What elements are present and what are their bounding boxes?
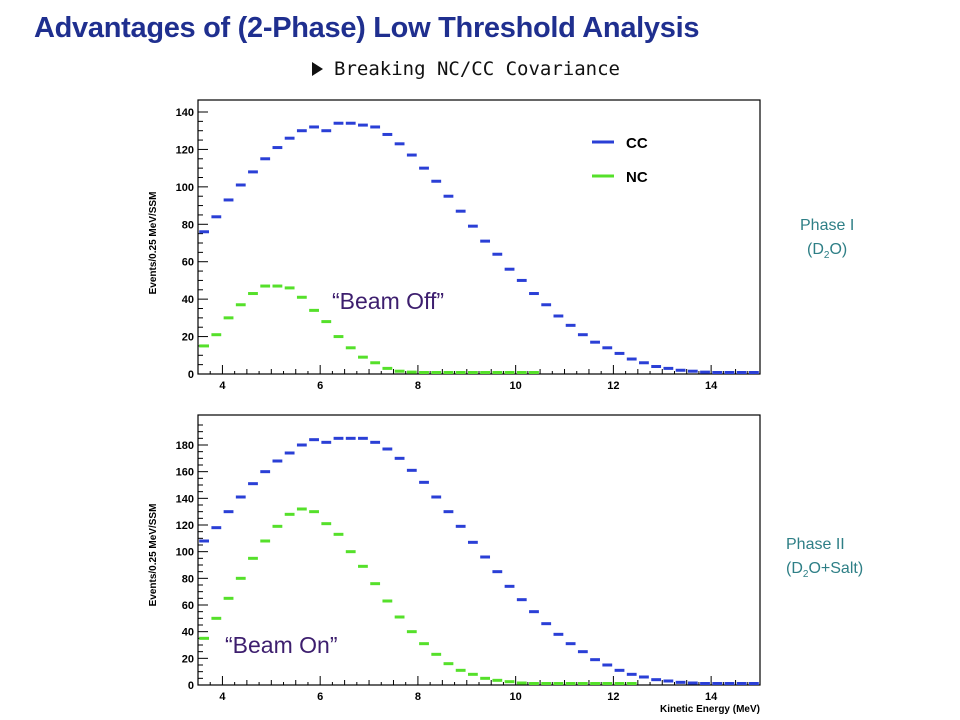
legend-label-cc: CC [626, 135, 648, 152]
y-tick-label: 60 [182, 257, 194, 269]
x-tick-label: 4 [219, 380, 226, 392]
y-tick-label: 100 [176, 547, 194, 559]
x-tick-label: 8 [415, 691, 421, 703]
series-cc [199, 121, 759, 374]
phase2-label: Phase II (D2O+Salt) [786, 533, 863, 587]
x-tick-label: 10 [510, 380, 522, 392]
phase2-title: Phase II [786, 536, 845, 553]
x-tick-label: 14 [705, 380, 718, 392]
x-tick-label: 14 [705, 691, 718, 703]
x-axis-label: Kinetic Energy (MeV) [660, 704, 760, 715]
y-tick-label: 120 [176, 520, 194, 532]
y-tick-label: 80 [182, 573, 194, 585]
phase1-medium: (D2O) [807, 241, 848, 262]
y-tick-label: 140 [176, 107, 194, 119]
subtitle-text: Breaking NC/CC Covariance [334, 58, 620, 80]
phase2-medium: (D2O+Salt) [786, 560, 864, 581]
x-tick-label: 6 [317, 380, 323, 392]
beam-on-annotation: “Beam On” [225, 632, 338, 658]
y-axis-label: Events/0.25 MeV/SSM [148, 192, 159, 295]
y-tick-label: 80 [182, 219, 194, 231]
x-tick-label: 10 [510, 691, 522, 703]
y-tick-label: 20 [182, 653, 194, 665]
slide-title: Advantages of (2-Phase) Low Threshold An… [34, 12, 700, 44]
subtitle: Breaking NC/CC Covariance [312, 58, 620, 80]
phase1-title: Phase I [800, 217, 855, 234]
chart-panel-bottom: 4 6 8 10 12 14020406080100120140160180Events/… [148, 414, 761, 715]
legend-label-nc: NC [626, 169, 648, 186]
y-tick-label: 40 [182, 294, 194, 306]
x-tick-label: 12 [607, 691, 619, 703]
series-nc [199, 284, 539, 374]
y-axis-label: Events/0.25 MeV/SSM [148, 504, 159, 607]
x-tick-label: 12 [607, 380, 619, 392]
y-tick-label: 160 [176, 467, 194, 479]
x-tick-label: 6 [317, 691, 323, 703]
x-tick-label: 4 [219, 691, 226, 703]
legend: CC NC [592, 135, 648, 186]
y-tick-label: 140 [176, 493, 194, 505]
series-cc [199, 436, 759, 685]
y-tick-label: 60 [182, 600, 194, 612]
y-tick-label: 0 [188, 680, 194, 692]
phase1-label: Phase I (D2O) [800, 214, 854, 268]
bullet-arrow-icon [312, 62, 323, 76]
y-tick-label: 100 [176, 182, 194, 194]
series-nc [199, 507, 637, 685]
beam-off-annotation: “Beam Off” [332, 288, 445, 314]
x-tick-label: 8 [415, 380, 421, 392]
y-tick-label: 20 [182, 332, 194, 344]
y-tick-label: 40 [182, 627, 194, 639]
y-tick-label: 180 [176, 440, 194, 452]
y-tick-label: 120 [176, 144, 194, 156]
y-tick-label: 0 [188, 369, 194, 381]
plot-frame [197, 99, 761, 375]
